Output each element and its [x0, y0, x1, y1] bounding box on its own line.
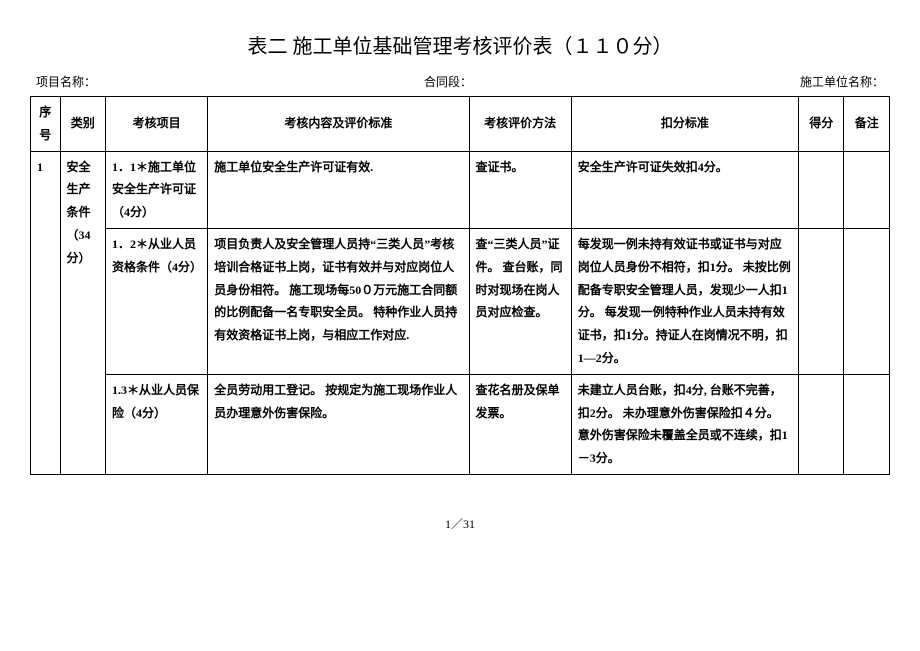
cell-method: 查“三类人员”证件。 查台账，同时对现场在岗人员对应检查。 — [469, 228, 571, 374]
cell-score — [799, 151, 844, 228]
cell-note — [844, 151, 890, 228]
cell-note — [844, 228, 890, 374]
col-seq: 序号 — [31, 97, 61, 152]
col-deduct: 扣分标准 — [571, 97, 798, 152]
col-method: 考核评价方法 — [469, 97, 571, 152]
cell-item: 1.3＊从业人员保险（4分） — [105, 374, 207, 474]
cell-deduct: 安全生产许可证失效扣4分。 — [571, 151, 798, 228]
cell-seq: 1 — [31, 151, 61, 474]
cell-item: 1．2＊从业人员资格条件（4分） — [105, 228, 207, 374]
cell-method: 查花名册及保单发票。 — [469, 374, 571, 474]
page-number: 1／31 — [30, 515, 890, 532]
cell-std: 施工单位安全生产许可证有效. — [208, 151, 469, 228]
page-title: 表二 施工单位基础管理考核评价表（１１０分） — [30, 30, 890, 59]
table-row: 1．2＊从业人员资格条件（4分） 项目负责人及安全管理人员持“三类人员”考核培训… — [31, 228, 890, 374]
cell-std: 全员劳动用工登记。 按规定为施工现场作业人员办理意外伤害保险。 — [208, 374, 469, 474]
cell-cat: 安全生产条件（34分） — [60, 151, 105, 474]
table-header-row: 序号 类别 考核项目 考核内容及评价标准 考核评价方法 扣分标准 得分 备注 — [31, 97, 890, 152]
evaluation-table: 序号 类别 考核项目 考核内容及评价标准 考核评价方法 扣分标准 得分 备注 1… — [30, 96, 890, 475]
col-note: 备注 — [844, 97, 890, 152]
cell-score — [799, 228, 844, 374]
table-row: 1.3＊从业人员保险（4分） 全员劳动用工登记。 按规定为施工现场作业人员办理意… — [31, 374, 890, 474]
col-score: 得分 — [799, 97, 844, 152]
col-std: 考核内容及评价标准 — [208, 97, 469, 152]
cell-note — [844, 374, 890, 474]
cell-deduct: 每发现一例未持有效证书或证书与对应岗位人员身份不相符，扣1分。 未按比例配备专职… — [571, 228, 798, 374]
unit-label: 施工单位名称： — [800, 73, 884, 90]
cell-item: 1．1＊施工单位安全生产许可证（4分） — [105, 151, 207, 228]
cell-std: 项目负责人及安全管理人员持“三类人员”考核培训合格证书上岗，证书有效并与对应岗位… — [208, 228, 469, 374]
project-label: 项目名称： — [36, 73, 96, 90]
col-cat: 类别 — [60, 97, 105, 152]
cell-score — [799, 374, 844, 474]
section-label: 合同段： — [424, 73, 472, 90]
table-row: 1 安全生产条件（34分） 1．1＊施工单位安全生产许可证（4分） 施工单位安全… — [31, 151, 890, 228]
meta-row: 项目名称： 合同段： 施工单位名称： — [30, 73, 890, 90]
col-item: 考核项目 — [105, 97, 207, 152]
cell-deduct: 未建立人员台账，扣4分, 台账不完善，扣2分。 未办理意外伤害保险扣４分。 意外… — [571, 374, 798, 474]
cell-method: 查证书。 — [469, 151, 571, 228]
